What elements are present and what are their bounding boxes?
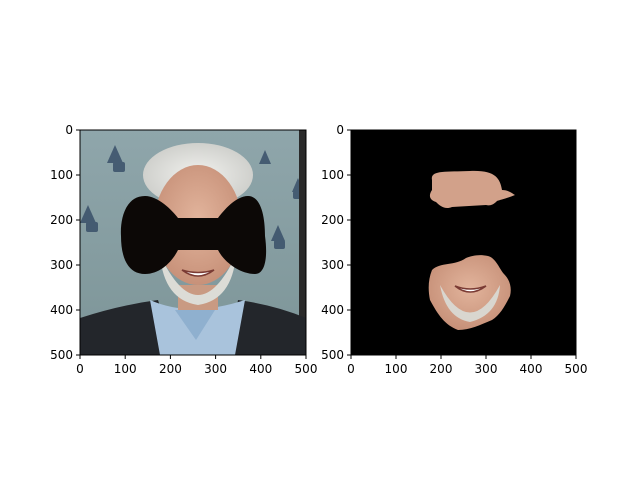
right-y-tick-label: 400 [321, 303, 344, 317]
right-x-tick-label: 500 [565, 362, 588, 376]
left-y-tick-label: 400 [50, 303, 73, 317]
left-x-tick-label: 0 [76, 362, 84, 376]
left-x-tick-label: 400 [249, 362, 272, 376]
left-x-tick-label: 200 [159, 362, 182, 376]
right-panel [351, 130, 576, 355]
right-segmentation [351, 130, 576, 355]
left-panel [80, 130, 306, 355]
left-x-tick-label: 300 [204, 362, 227, 376]
right-x-tick-label: 200 [430, 362, 453, 376]
left-x-tick-label: 500 [295, 362, 318, 376]
left-y-tick-label: 300 [50, 258, 73, 272]
right-y-tick-label: 300 [321, 258, 344, 272]
right-x-tick-label: 300 [475, 362, 498, 376]
left-y-tick-label: 100 [50, 168, 73, 182]
right-y-tick-label: 100 [321, 168, 344, 182]
right-y-tick-label: 200 [321, 213, 344, 227]
right-y-tick-label: 0 [336, 123, 344, 137]
right-y-tick-label: 500 [321, 348, 344, 362]
left-x-tick-label: 100 [114, 362, 137, 376]
right-x-tick-label: 400 [520, 362, 543, 376]
right-x-tick-label: 100 [385, 362, 408, 376]
left-photo [80, 130, 306, 355]
right-x-tick-label: 0 [347, 362, 355, 376]
left-y-tick-label: 500 [50, 348, 73, 362]
left-y-tick-label: 0 [65, 123, 73, 137]
left-y-tick-label: 200 [50, 213, 73, 227]
